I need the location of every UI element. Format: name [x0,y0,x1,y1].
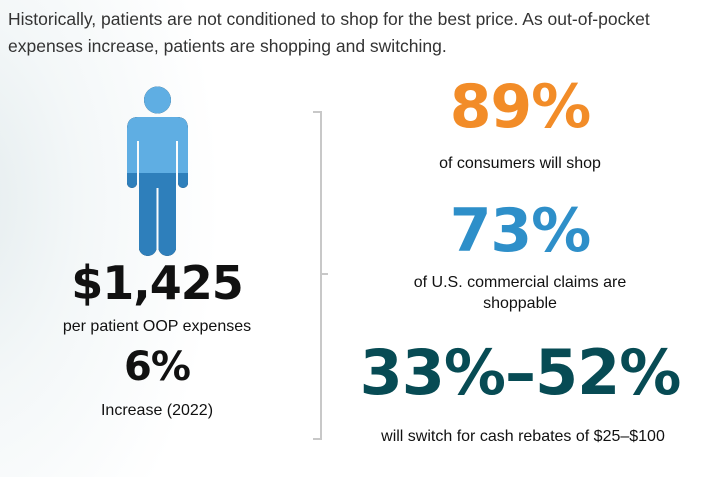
stat-value-claims: 73% [449,196,592,266]
stat-value-switch: 33%–52% [359,336,682,409]
person-icon [127,86,188,256]
stat-value-consumers: 89% [449,72,592,142]
stat-label-claims: of U.S. commercial claims are shoppable [413,274,627,312]
increase-label: Increase (2022) [100,402,214,419]
stat-label-consumers: of consumers will shop [439,155,601,172]
oop-amount-label: per patient OOP expenses [62,318,252,335]
increase-value: 6% [124,344,191,390]
headline: Historically, patients are not condition… [8,9,650,56]
oop-amount: $1,425 [71,256,244,310]
stat-label-switch: will switch for cash rebates of $25–$100 [381,428,665,445]
